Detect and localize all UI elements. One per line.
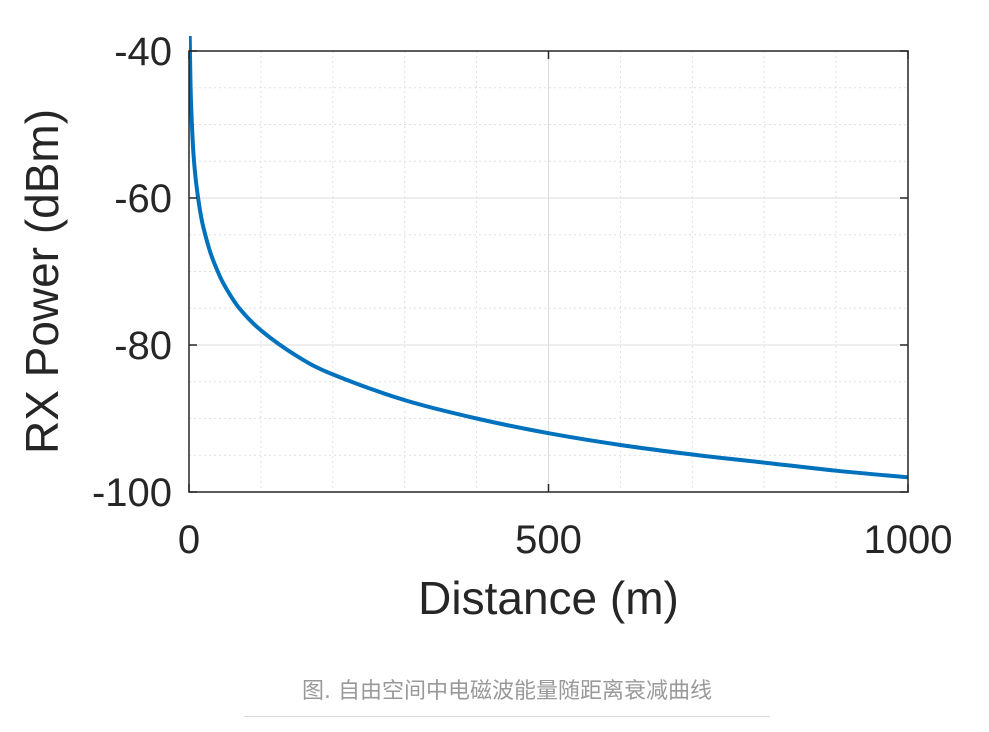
y-tick-label: -100 bbox=[92, 471, 172, 515]
x-axis-label: Distance (m) bbox=[418, 572, 679, 624]
x-tick-label: 1000 bbox=[864, 518, 953, 562]
x-tick-label: 0 bbox=[178, 518, 200, 562]
y-tick-label: -60 bbox=[114, 177, 172, 221]
y-tick-label: -40 bbox=[114, 30, 172, 74]
figure-caption: 图. 自由空间中电磁波能量随距离衰减曲线 bbox=[244, 673, 770, 717]
plot-area bbox=[189, 36, 908, 480]
y-tick-labels: -100 -80 -60 -40 bbox=[92, 30, 172, 515]
y-axis-label: RX Power (dBm) bbox=[16, 109, 68, 454]
major-grid bbox=[189, 51, 908, 492]
x-tick-labels: 0 500 1000 bbox=[178, 518, 953, 562]
series-line bbox=[189, 36, 908, 480]
chart: 0 500 1000 -100 -80 -60 -40 Distance (m) RX P… bbox=[16, 30, 953, 624]
axis-ticks bbox=[188, 50, 909, 493]
minor-grid bbox=[189, 51, 908, 492]
x-tick-label: 500 bbox=[515, 518, 582, 562]
y-tick-label: -80 bbox=[114, 324, 172, 368]
